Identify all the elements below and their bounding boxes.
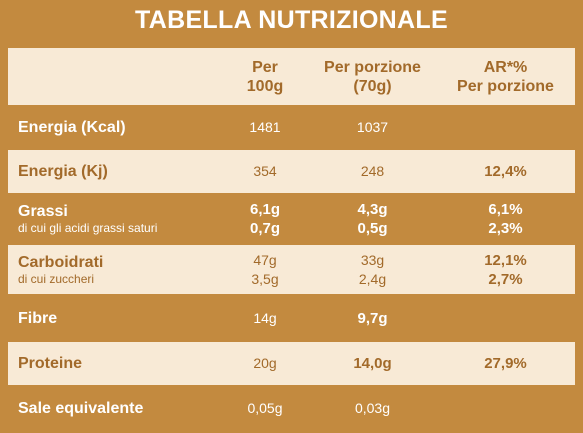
- text-line: 20g: [253, 355, 277, 371]
- text-line: 1037: [356, 119, 389, 135]
- text-line: Per: [252, 58, 278, 76]
- title: TABELLA NUTRIZIONALE: [135, 6, 448, 34]
- value-cell: 14,0g: [315, 342, 430, 385]
- value-cell: 14g: [215, 296, 315, 341]
- text-line: Sale equivalente: [18, 400, 144, 417]
- value-cell: 12,4%: [438, 150, 573, 193]
- value-cell: 6,1g 0,7g: [215, 194, 315, 243]
- table-row: Energia (Kcal) 1481 1037: [8, 106, 575, 149]
- text-line: 248: [360, 163, 385, 179]
- column-header: AR*% Per porzione: [438, 48, 573, 105]
- table-row: Carboidrati di cui zuccheri 47g 3,5g 33g 2,4g…: [8, 245, 575, 294]
- text-line: Proteine: [18, 355, 83, 372]
- text-line: 0,7g: [249, 219, 280, 237]
- table-row: Energia (Kj) 354 248 12,4%: [8, 150, 575, 193]
- text-line: AR*%: [483, 58, 528, 76]
- text-line: di cui zuccheri: [18, 271, 95, 286]
- text-line: 2,7%: [488, 270, 523, 288]
- text-line: 2,4g: [358, 270, 387, 287]
- value-cell: 1481: [215, 106, 315, 149]
- row-label: Carboidrati di cui zuccheri: [18, 245, 238, 294]
- value-cell: 9,7g: [315, 296, 430, 341]
- table-row: Sale equivalente 0,05g 0,03g: [8, 386, 575, 431]
- text-line: 3,5g: [251, 270, 279, 287]
- table-row: Fibre 14g 9,7g: [8, 296, 575, 341]
- text-line: 2,3%: [488, 219, 523, 237]
- text-line: di cui gli acidi grassi saturi: [18, 220, 158, 235]
- value-cell: 4,3g 0,5g: [315, 194, 430, 243]
- text-line: 354: [253, 163, 277, 179]
- column-header: Per 100g: [215, 48, 315, 105]
- text-line: 0,05g: [247, 400, 283, 416]
- row-label: Energia (Kcal): [18, 106, 238, 149]
- text-line: 12,4%: [484, 163, 527, 180]
- row-label: Energia (Kj): [18, 150, 238, 193]
- value-cell: 0,03g: [315, 386, 430, 431]
- value-cell: 27,9%: [438, 342, 573, 385]
- row-label: Fibre: [18, 296, 238, 341]
- text-line: 33g: [360, 251, 385, 268]
- header-row: Per 100g Per porzione (70g) AR*% Per porzione: [8, 48, 575, 105]
- value-cell: 33g 2,4g: [315, 245, 430, 294]
- row-label: Sale equivalente: [18, 386, 238, 431]
- text-line: 12,1%: [484, 251, 527, 269]
- row-label: Grassi di cui gli acidi grassi saturi: [18, 194, 238, 243]
- text-line: Energia (Kcal): [18, 119, 126, 136]
- text-line: Per porzione: [324, 58, 421, 76]
- text-line: 47g: [253, 251, 277, 268]
- text-line: 27,9%: [484, 355, 527, 372]
- text-line: Grassi: [18, 202, 68, 220]
- value-cell: 248: [315, 150, 430, 193]
- value-cell: 20g: [215, 342, 315, 385]
- text-line: Fibre: [18, 310, 58, 327]
- column-header: Per porzione (70g): [315, 48, 430, 105]
- text-line: (70g): [353, 77, 392, 95]
- text-line: 14,0g: [353, 355, 392, 372]
- text-line: 6,1%: [488, 200, 523, 218]
- text-line: Per porzione: [457, 77, 554, 95]
- value-cell: 1037: [315, 106, 430, 149]
- text-line: 1481: [249, 119, 281, 135]
- table-row: Grassi di cui gli acidi grassi saturi 6,1g…: [8, 194, 575, 243]
- text-line: 9,7g: [357, 310, 388, 327]
- text-line: 0,03g: [354, 400, 391, 416]
- value-cell: 0,05g: [215, 386, 315, 431]
- table-row: Proteine 20g 14,0g 27,9%: [8, 342, 575, 385]
- row-label: Proteine: [18, 342, 238, 385]
- text-line: Carboidrati: [18, 253, 104, 271]
- text-line: 14g: [253, 310, 277, 326]
- value-cell: 6,1% 2,3%: [438, 194, 573, 243]
- text-line: 6,1g: [249, 200, 280, 218]
- text-line: 0,5g: [357, 219, 388, 237]
- text-line: Energia (Kj): [18, 163, 108, 180]
- text-line: 4,3g: [357, 200, 388, 218]
- value-cell: 12,1% 2,7%: [438, 245, 573, 294]
- text-line: 100g: [246, 77, 284, 95]
- value-cell: 47g 3,5g: [215, 245, 315, 294]
- value-cell: 354: [215, 150, 315, 193]
